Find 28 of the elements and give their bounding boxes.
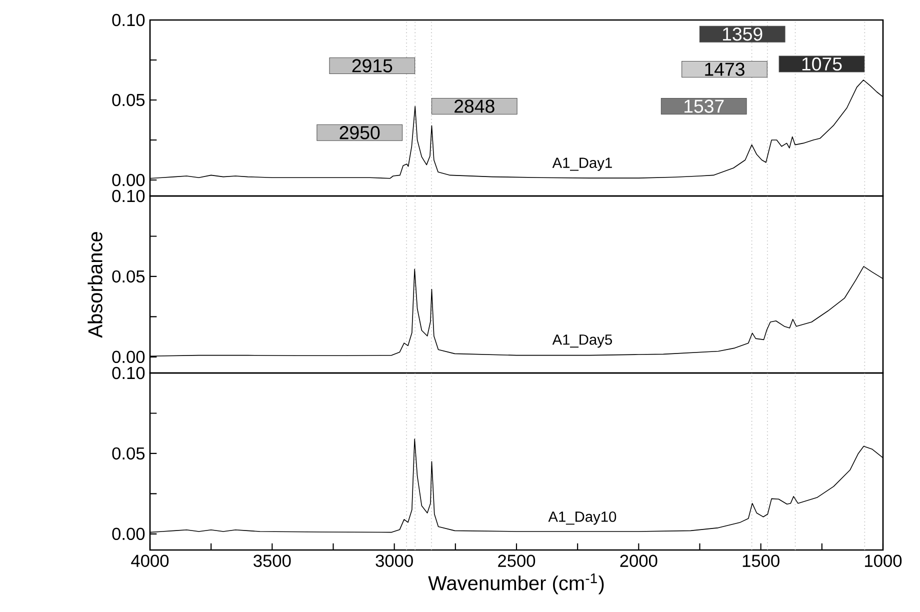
- x-tick-label: 2500: [498, 554, 536, 567]
- x-tick-label: 3500: [254, 554, 291, 567]
- ref-line-label: 2950: [340, 126, 380, 140]
- ref-line-label: 1359: [723, 27, 762, 41]
- ref-line-label: 2848: [454, 100, 494, 113]
- y-tick-label: 0.00: [112, 528, 145, 540]
- x-tick-label: 3000: [376, 554, 413, 567]
- y-tick-label: 0.05: [112, 270, 145, 283]
- y-tick-label: 0.00: [112, 174, 145, 186]
- ref-line-label: 2915: [352, 59, 392, 72]
- ref-line-label: 1075: [802, 57, 842, 71]
- series-label: A1_Day5: [552, 334, 612, 348]
- y-tick-label: 0.05: [112, 447, 145, 460]
- y-tick-label: 0.10: [112, 366, 145, 380]
- y-tick-label: 0.10: [112, 190, 145, 202]
- y-tick-label: 0.10: [112, 14, 145, 26]
- ref-line-label: 1473: [705, 62, 744, 76]
- y-axis-title: Absorbance: [88, 232, 102, 338]
- x-tick-label: 4000: [131, 554, 169, 567]
- x-tick-label: 1500: [742, 554, 780, 567]
- y-tick-label: 0.00: [112, 350, 145, 364]
- ref-line-label: 1537: [684, 100, 724, 113]
- x-axis-title: Wavenumber (cm$^{-1}$): [428, 573, 604, 594]
- series-label: A1_Day10: [548, 512, 616, 525]
- series-label: A1_Day1: [552, 158, 612, 171]
- x-tick-label: 2000: [620, 554, 658, 567]
- x-tick-label: 1000: [865, 554, 902, 567]
- y-tick-label: 0.05: [112, 94, 145, 106]
